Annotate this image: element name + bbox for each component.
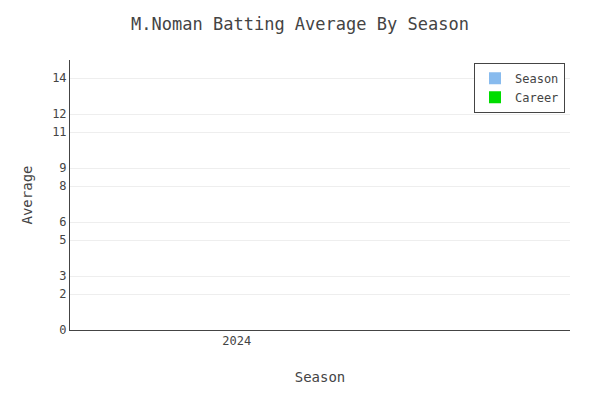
svg-text:14: 14: [52, 71, 66, 85]
svg-text:11: 11: [52, 125, 66, 139]
svg-text:Season: Season: [295, 369, 346, 385]
svg-text:2024: 2024: [222, 334, 251, 348]
svg-text:2: 2: [59, 287, 66, 301]
svg-text:6: 6: [59, 215, 66, 229]
svg-text:9: 9: [59, 161, 66, 175]
svg-text:12: 12: [52, 107, 66, 121]
svg-text:3: 3: [59, 269, 66, 283]
svg-text:0: 0: [59, 323, 66, 337]
svg-text:M.Noman Batting Average By Sea: M.Noman Batting Average By Season: [131, 14, 469, 34]
svg-text:Season: Season: [515, 72, 558, 86]
svg-text:5: 5: [59, 233, 66, 247]
svg-text:8: 8: [59, 179, 66, 193]
svg-text:Career: Career: [515, 91, 558, 105]
svg-text:Average: Average: [19, 165, 35, 224]
